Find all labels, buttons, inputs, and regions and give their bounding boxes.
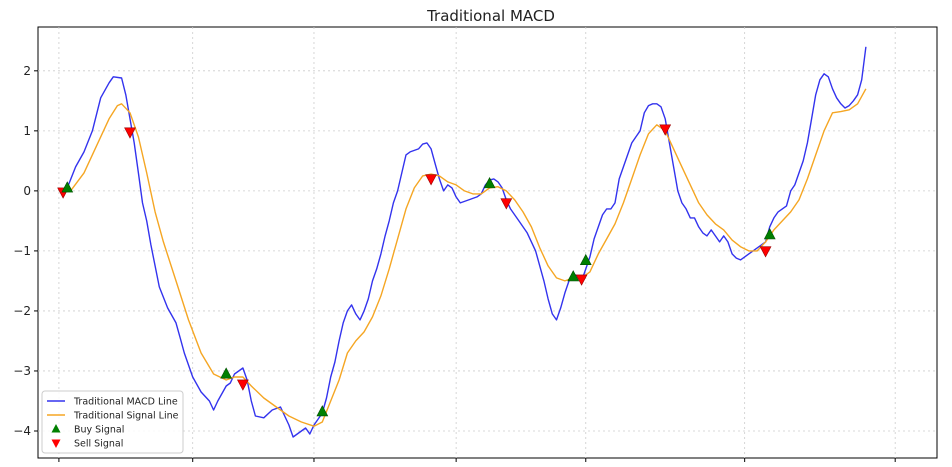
- y-tick-label: −3: [13, 364, 31, 378]
- buy-signal-marker: [763, 228, 776, 240]
- axis-ticks: 2 1 0 −1 −2 −3 −4: [13, 64, 896, 462]
- buy-signal-marker: [567, 270, 580, 282]
- legend-box: [41, 390, 184, 454]
- legend-label-traditional-macd-line: Traditional MACD Line: [73, 397, 178, 408]
- sell-signal-marker: [575, 274, 588, 286]
- legend-swatch-sell-signal: [51, 439, 61, 448]
- sell-signal-marker: [425, 174, 437, 186]
- y-tick-label: 2: [23, 64, 31, 78]
- y-tick-label: 0: [23, 184, 31, 198]
- sell-signal-marker: [236, 379, 249, 391]
- chart-title: Traditional MACD: [426, 7, 555, 25]
- sell-signal-marker: [759, 246, 772, 258]
- legend: Traditional MACD Line Traditional Signal …: [41, 390, 184, 454]
- sell-signal-marker: [500, 198, 513, 210]
- signal-markers: [57, 124, 776, 417]
- buy-signal-marker: [220, 367, 233, 379]
- legend-label-sell-signal: Sell Signal: [74, 439, 123, 450]
- legend-label-traditional-signal-line: Traditional Signal Line: [73, 411, 179, 422]
- grid-lines: [38, 27, 937, 458]
- traditional-macd-line: [58, 46, 867, 438]
- y-tick-label: −1: [13, 244, 31, 258]
- y-tick-label: 1: [23, 124, 31, 138]
- sell-signal-marker: [124, 127, 136, 139]
- legend-label-buy-signal: Buy Signal: [74, 425, 124, 436]
- y-tick-label: −4: [13, 424, 31, 438]
- buy-signal-marker: [483, 177, 496, 189]
- plot-area: [37, 26, 938, 459]
- sell-signal-marker: [659, 124, 672, 136]
- buy-signal-marker: [316, 405, 329, 417]
- y-tick-label: −2: [13, 304, 31, 318]
- buy-signal-marker: [579, 253, 592, 266]
- legend-swatch-buy-signal: [51, 424, 61, 433]
- buy-signal-marker: [61, 181, 74, 193]
